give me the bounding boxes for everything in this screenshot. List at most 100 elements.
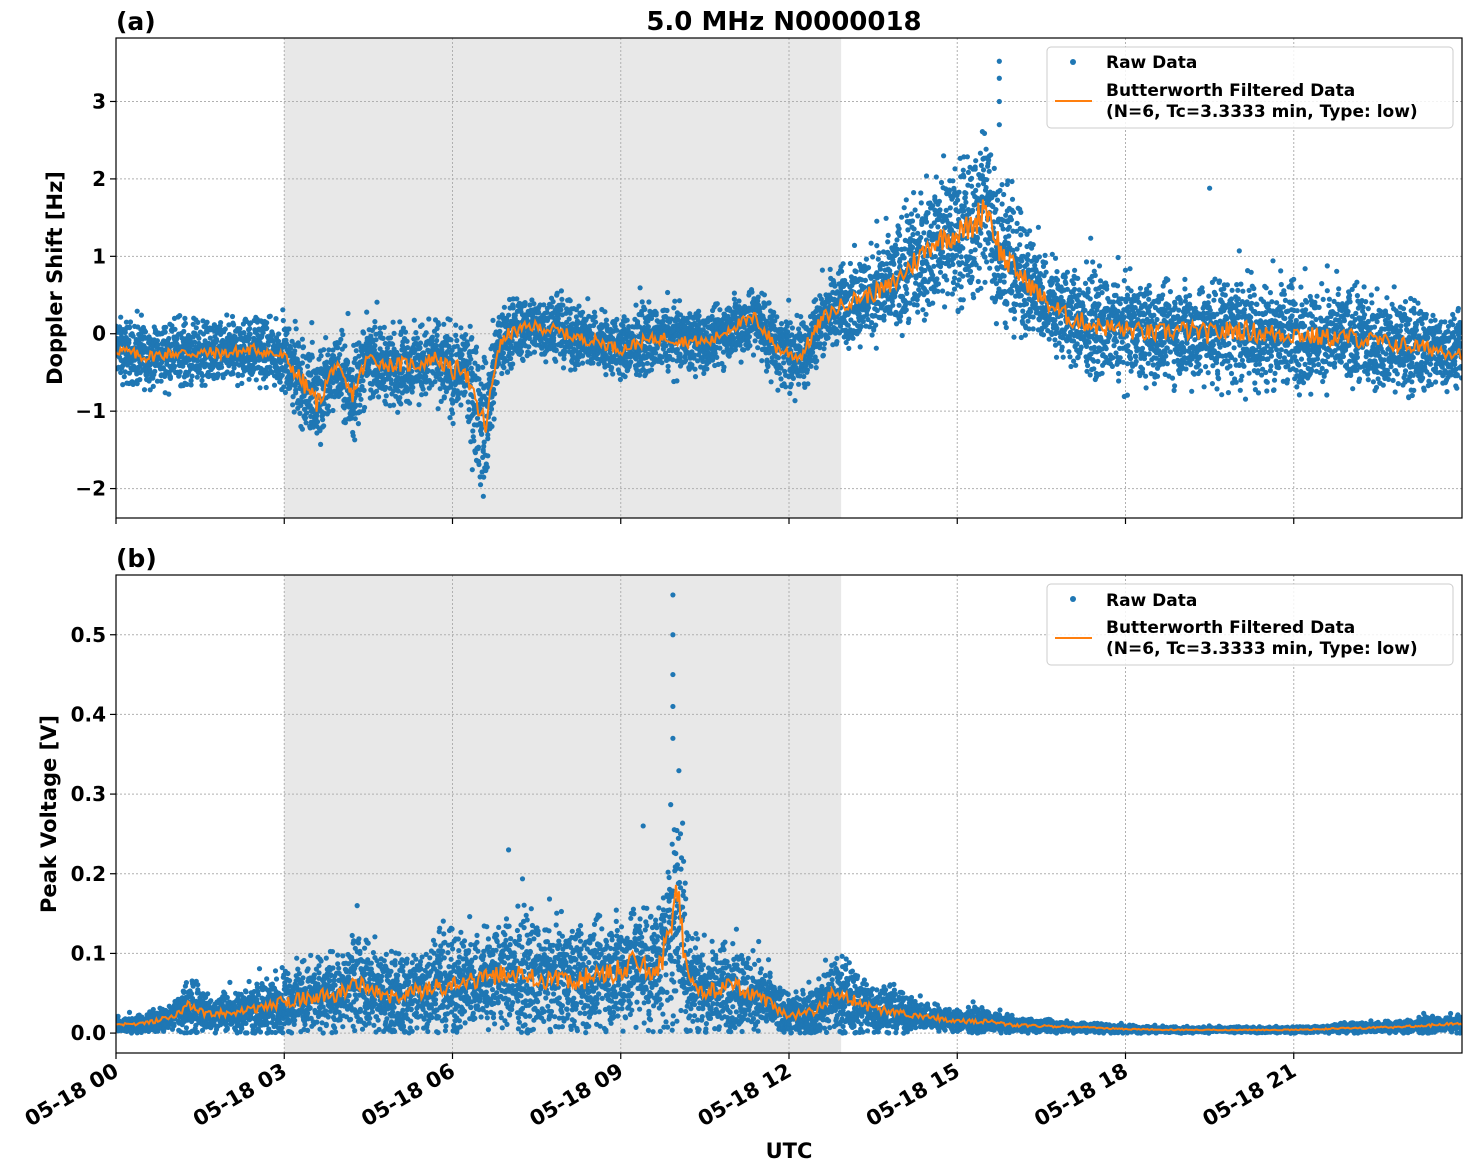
raw-data-point <box>952 269 957 274</box>
raw-data-point <box>561 365 566 370</box>
raw-data-point <box>959 284 964 289</box>
raw-data-point <box>410 385 415 390</box>
raw-data-point <box>553 359 558 364</box>
raw-data-point <box>940 288 945 293</box>
raw-data-point <box>704 330 709 335</box>
raw-data-point <box>876 257 881 262</box>
raw-data-point <box>820 268 825 273</box>
raw-data-point <box>152 369 157 374</box>
raw-data-point <box>852 243 857 248</box>
raw-data-point <box>551 299 556 304</box>
raw-data-point <box>424 330 429 335</box>
raw-data-point <box>970 208 975 213</box>
raw-data-point <box>426 316 431 321</box>
raw-data-point <box>751 352 756 357</box>
raw-data-point <box>195 375 200 380</box>
raw-data-point <box>921 230 926 235</box>
raw-data-point <box>664 308 669 313</box>
raw-data-point <box>666 364 671 369</box>
raw-data-point <box>672 299 677 304</box>
raw-data-point <box>268 314 273 319</box>
raw-data-point <box>947 187 952 192</box>
raw-data-point <box>841 261 846 266</box>
raw-data-point <box>960 246 965 251</box>
raw-data-point <box>783 384 788 389</box>
raw-data-point <box>798 314 803 319</box>
raw-data-point <box>697 313 702 318</box>
raw-data-point <box>294 326 299 331</box>
raw-data-point <box>239 381 244 386</box>
raw-data-point <box>898 264 903 269</box>
raw-data-point <box>778 376 783 381</box>
raw-data-point <box>554 347 559 352</box>
raw-data-point <box>128 319 133 324</box>
raw-data-point <box>297 411 302 416</box>
raw-data-point <box>326 403 331 408</box>
raw-data-point <box>918 235 923 240</box>
raw-data-point <box>747 343 752 348</box>
raw-data-point <box>654 310 659 315</box>
raw-data-point <box>508 356 513 361</box>
raw-data-point <box>558 307 563 312</box>
raw-data-point <box>421 387 426 392</box>
raw-data-point <box>397 395 402 400</box>
raw-data-point <box>878 267 883 272</box>
raw-data-point <box>897 226 902 231</box>
raw-data-point <box>864 257 869 262</box>
raw-data-point <box>142 387 147 392</box>
raw-data-point <box>649 367 654 372</box>
raw-data-point <box>796 382 801 387</box>
raw-data-point <box>247 377 252 382</box>
raw-data-point <box>870 254 875 259</box>
raw-data-point <box>912 226 917 231</box>
raw-data-point <box>278 380 283 385</box>
raw-data-point <box>822 341 827 346</box>
raw-data-point <box>926 210 931 215</box>
raw-data-point <box>732 291 737 296</box>
raw-data-point <box>505 369 510 374</box>
raw-data-point <box>231 322 236 327</box>
raw-data-point <box>337 352 342 357</box>
raw-data-point <box>446 344 451 349</box>
raw-data-point <box>182 316 187 321</box>
raw-data-point <box>567 316 572 321</box>
raw-data-point <box>497 329 502 334</box>
raw-data-point <box>638 285 643 290</box>
raw-data-point <box>915 302 920 307</box>
raw-data-point <box>502 305 507 310</box>
raw-data-point <box>826 335 831 340</box>
raw-data-point <box>327 384 332 389</box>
raw-data-point <box>771 310 776 315</box>
raw-data-point <box>924 219 929 224</box>
raw-data-point <box>403 330 408 335</box>
raw-data-point <box>382 325 387 330</box>
raw-data-point <box>818 330 823 335</box>
raw-data-point <box>413 330 418 335</box>
raw-data-point <box>623 374 628 379</box>
raw-data-point <box>468 324 473 329</box>
raw-data-point <box>618 377 623 382</box>
raw-data-point <box>918 190 923 195</box>
raw-data-point <box>122 374 127 379</box>
raw-data-point <box>264 326 269 331</box>
raw-data-point <box>922 318 927 323</box>
raw-data-point <box>189 378 194 383</box>
raw-data-point <box>195 320 200 325</box>
raw-data-point <box>814 365 819 370</box>
raw-data-point <box>692 367 697 372</box>
raw-data-point <box>354 348 359 353</box>
raw-data-point <box>247 326 252 331</box>
panel-a-night-shading <box>284 38 841 518</box>
raw-data-point <box>345 360 350 365</box>
raw-data-point <box>391 320 396 325</box>
raw-data-point <box>521 358 526 363</box>
raw-data-point <box>364 310 369 315</box>
raw-data-point <box>747 334 752 339</box>
raw-data-point <box>280 373 285 378</box>
raw-data-point <box>362 388 367 393</box>
raw-data-point <box>592 314 597 319</box>
raw-data-point <box>580 361 585 366</box>
raw-data-point <box>301 344 306 349</box>
raw-data-point <box>902 205 907 210</box>
raw-data-point <box>961 208 966 213</box>
